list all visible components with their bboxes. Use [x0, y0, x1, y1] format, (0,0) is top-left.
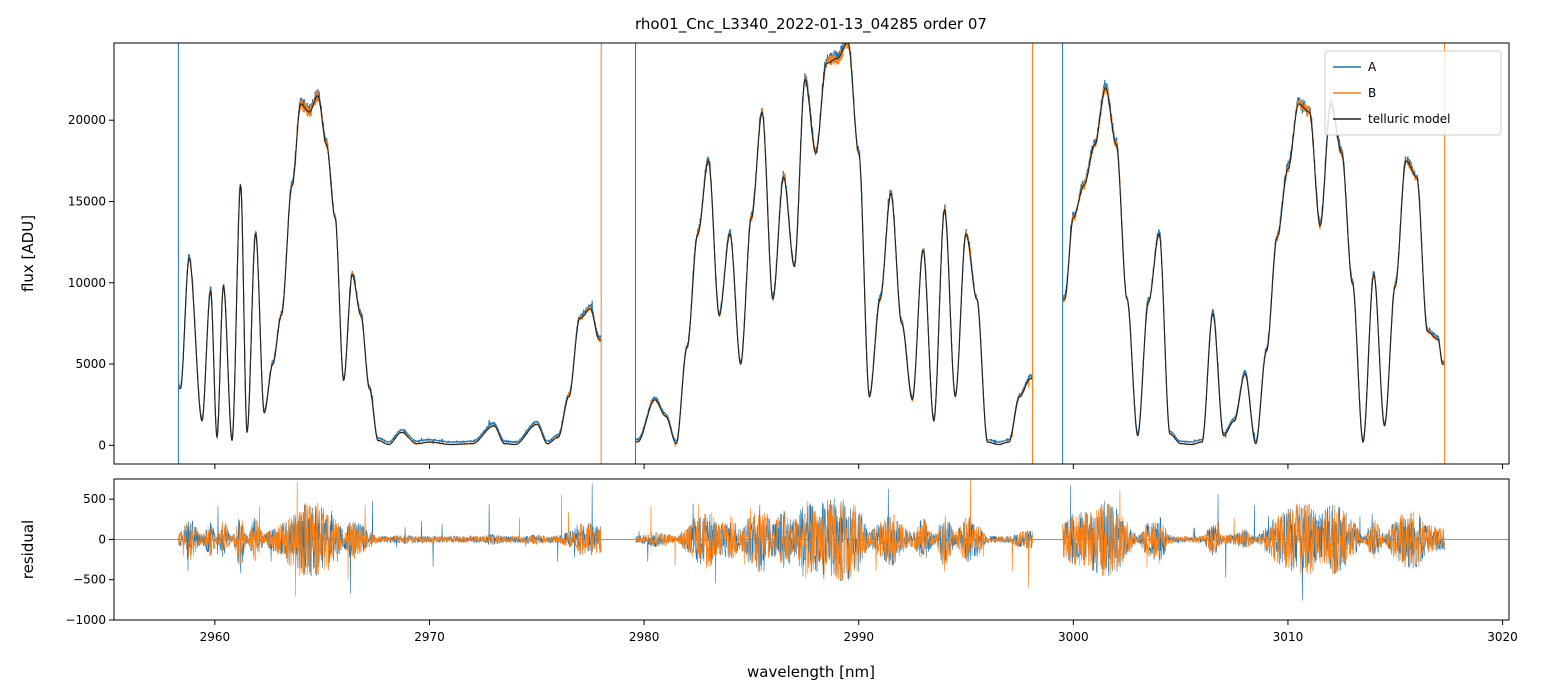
residual-x-tick-label: 2980: [629, 630, 660, 644]
residual-y-tick-label: 0: [98, 532, 106, 546]
flux-y-tick-label: 5000: [75, 357, 106, 371]
residual-panel: −1000 −500 0 500 2960 2970 2980 2990 3000 3010 30…: [19, 478, 1518, 681]
flux-y-axis-label: flux [ADU]: [19, 215, 37, 292]
residual-b-line: [1062, 490, 1445, 577]
telluric-model-line: [178, 95, 602, 446]
legend-label-a: A: [1368, 60, 1377, 74]
flux-y-tick-label: 0: [98, 438, 106, 452]
legend-label-b: B: [1368, 86, 1376, 100]
flux-panel-frame: [113, 42, 1510, 465]
legend-label-telluric-model: telluric model: [1368, 112, 1450, 126]
residual-x-tick-label: 3020: [1487, 630, 1518, 644]
residual-x-ticks: 2960 2970 2980 2990 3000 3010 3020: [200, 620, 1518, 644]
residual-x-tick-label: 3000: [1058, 630, 1089, 644]
residual-y-ticks: −1000 −500 0 500: [65, 492, 114, 627]
chart-title: rho01_Cnc_L3340_2022-01-13_04285 order 0…: [635, 15, 987, 34]
residual-b-line: [178, 481, 602, 597]
residual-b-line: [635, 479, 1033, 589]
residual-series-lines: [178, 479, 1445, 601]
residual-y-axis-label: residual: [19, 520, 37, 579]
flux-y-tick-label: 10000: [68, 276, 106, 290]
flux-y-tick-label: 20000: [68, 113, 106, 127]
legend-box: [1324, 50, 1502, 136]
x-axis-label: wavelength [nm]: [747, 663, 875, 681]
residual-x-tick-label: 2960: [200, 630, 231, 644]
legend: A B telluric model: [1324, 50, 1502, 136]
residual-x-tick-label: 2990: [843, 630, 874, 644]
flux-series-lines: [177, 43, 1446, 464]
flux-x-ticks: [214, 464, 1504, 469]
telluric-model-line: [635, 43, 1033, 446]
residual-panel-frame: [113, 478, 1510, 621]
flux-y-tick-label: 15000: [68, 194, 106, 208]
flux-y-ticks: 0 5000 10000 15000 20000: [68, 113, 114, 452]
flux-panel: 0 5000 10000 15000 20000 flux [ADU] A B tell…: [19, 42, 1510, 469]
residual-x-tick-label: 3010: [1273, 630, 1304, 644]
residual-x-tick-label: 2970: [414, 630, 445, 644]
telluric-model-line: [1062, 87, 1445, 446]
residual-y-tick-label: −1000: [65, 613, 106, 627]
residual-y-tick-label: 500: [83, 492, 106, 506]
residual-y-tick-label: −500: [73, 573, 106, 587]
